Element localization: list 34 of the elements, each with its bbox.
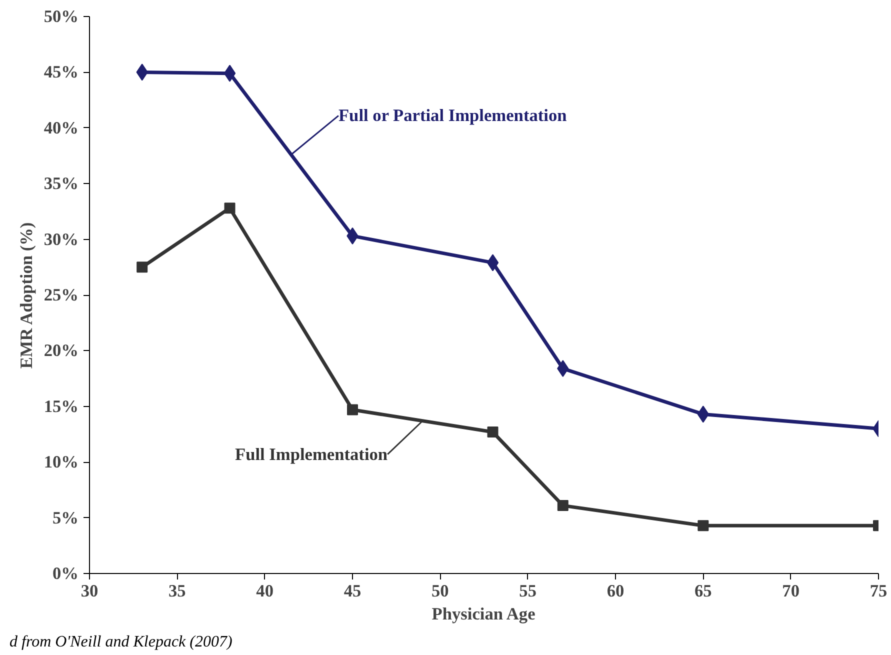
x-axis-title: Physician Age [432, 604, 536, 624]
series-label: Full Implementation [234, 444, 388, 464]
x-tick-label: 35 [168, 582, 186, 600]
y-tick-label: 30% [44, 230, 78, 249]
point [486, 254, 499, 272]
y-tick-label: 20% [44, 341, 78, 360]
y-axis-title: EMR Adoption (%) [16, 222, 36, 369]
point [698, 520, 709, 532]
y-tick-label: 45% [44, 62, 78, 82]
x-tick-label: 75 [870, 582, 888, 600]
y-tick-label: 25% [44, 286, 78, 304]
x-tick-label: 55 [519, 582, 537, 600]
point [557, 500, 568, 512]
x-tick-label: 30 [80, 582, 98, 600]
y-tick-label: 5% [52, 508, 79, 528]
y-tick-label: 50% [44, 7, 78, 26]
x-tick-label: 60 [606, 582, 624, 600]
x-tick-label: 65 [694, 582, 712, 600]
point [224, 202, 236, 214]
y-tick-label: 15% [44, 396, 78, 416]
x-tick-label: 40 [256, 582, 274, 600]
text: d from O'Neill and Klepack (2007) [10, 634, 232, 650]
x-tick-label: 70 [782, 582, 800, 600]
point [347, 404, 358, 416]
y-tick-label: 0% [52, 564, 79, 583]
text: Full or Partial Implementation [338, 106, 568, 126]
point [136, 262, 148, 273]
x-tick-label: 50 [432, 582, 449, 600]
y-tick-label: 40% [44, 118, 78, 138]
x-tick-label: 45 [344, 582, 362, 600]
y-tick-label: 35% [44, 174, 78, 194]
y-tick-label: 10% [44, 452, 78, 472]
point [487, 426, 498, 438]
point [224, 64, 236, 82]
